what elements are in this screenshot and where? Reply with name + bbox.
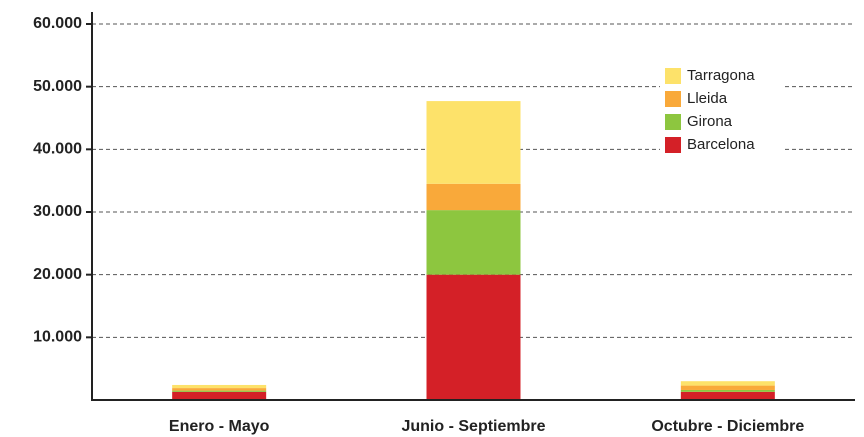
bar-segment — [172, 388, 267, 391]
x-tick-label: Octubre - Diciembre — [651, 418, 804, 435]
bar-segment — [172, 390, 267, 392]
legend-swatch — [665, 68, 681, 84]
y-tick-label: 20.000 — [33, 266, 82, 283]
bar-segment — [172, 384, 267, 389]
bar-segment — [680, 385, 775, 390]
y-tick-label: 10.000 — [33, 329, 82, 346]
legend-label: Girona — [687, 113, 733, 130]
bar-segment — [426, 210, 521, 275]
bar-segment — [680, 391, 775, 400]
bar-segment — [172, 391, 267, 400]
bar-segment — [426, 101, 521, 184]
y-tick-label: 30.000 — [33, 203, 82, 220]
legend-label: Tarragona — [687, 67, 755, 84]
bar-segment — [680, 381, 775, 386]
x-tick-label: Junio - Septiembre — [401, 418, 545, 435]
legend-swatch — [665, 137, 681, 153]
x-tick-label: Enero - Mayo — [169, 418, 270, 435]
bar-segment — [426, 274, 521, 400]
legend-swatch — [665, 114, 681, 130]
bar-segment — [680, 389, 775, 392]
legend-swatch — [665, 91, 681, 107]
y-tick-label: 40.000 — [33, 141, 82, 158]
y-tick-label: 60.000 — [33, 15, 82, 32]
y-tick-label: 50.000 — [33, 78, 82, 95]
legend-label: Lleida — [687, 90, 728, 107]
bar-segment — [426, 183, 521, 211]
legend-label: Barcelona — [687, 136, 755, 153]
